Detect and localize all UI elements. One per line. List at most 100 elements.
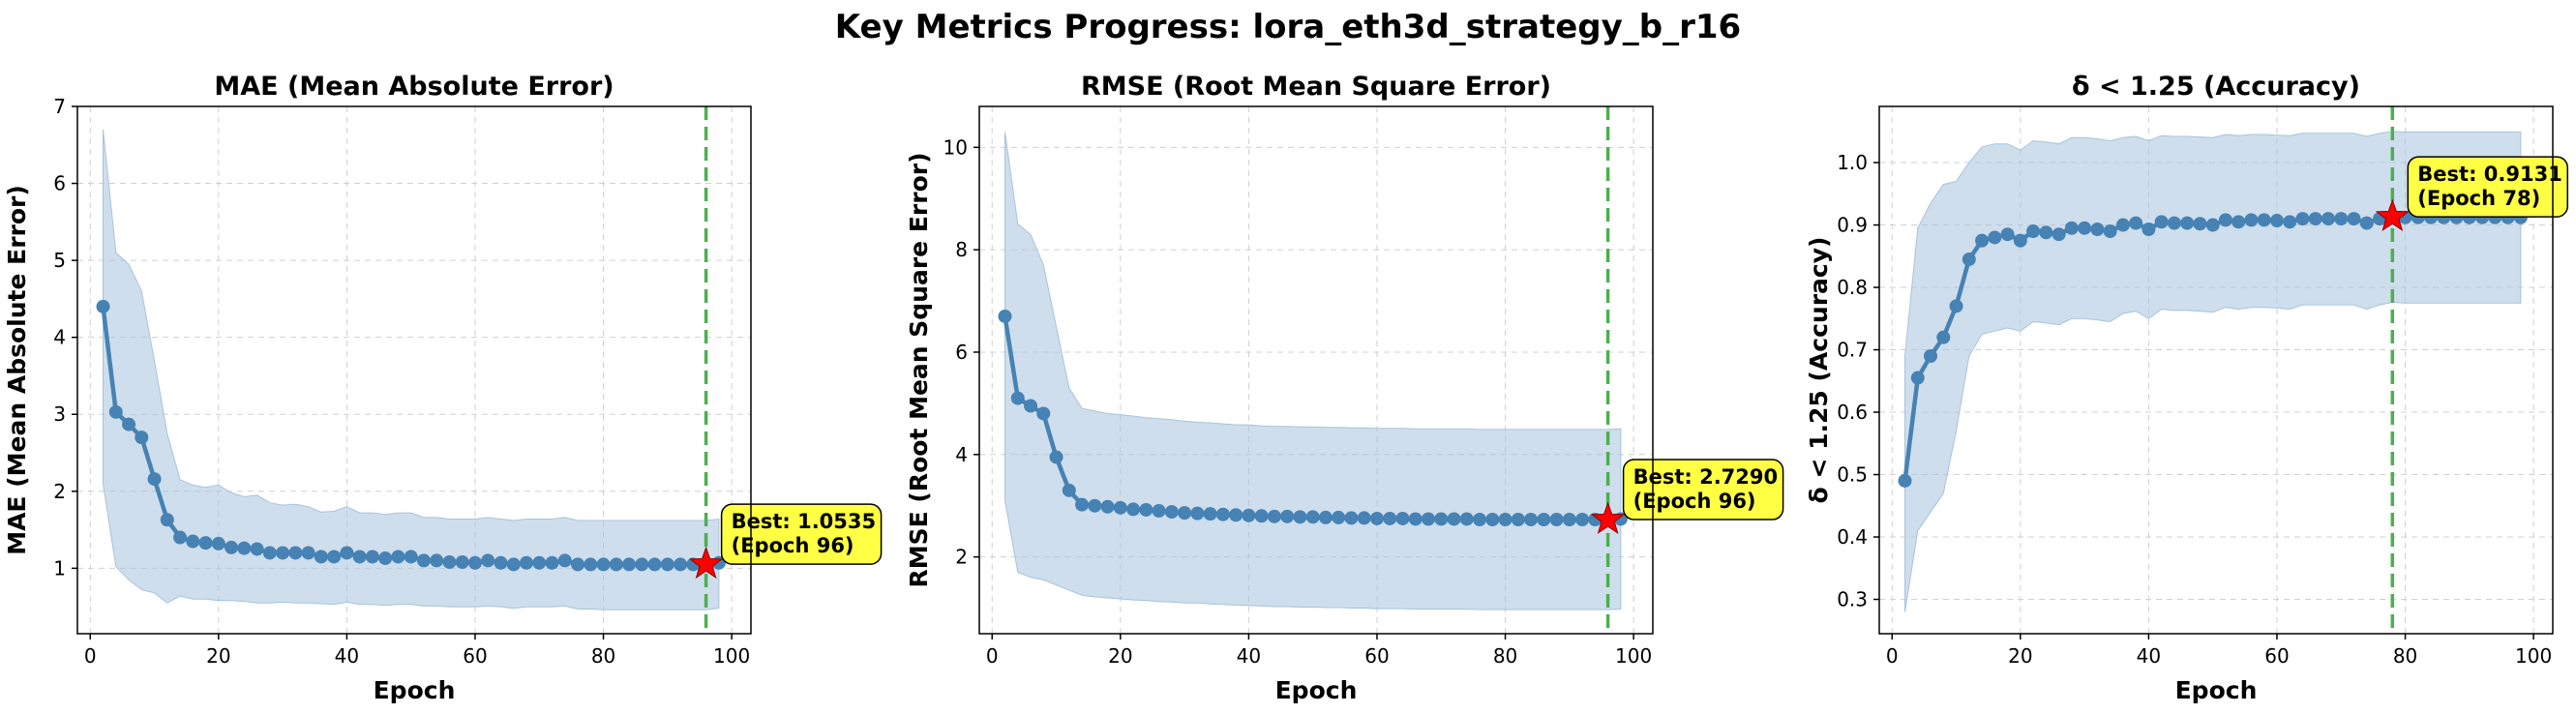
y-tick-label: 8 [955, 238, 968, 261]
data-point [609, 557, 623, 572]
data-point [1924, 348, 1938, 363]
data-point [1422, 512, 1435, 526]
data-point [1395, 511, 1410, 525]
data-point [520, 555, 533, 570]
data-point [2115, 218, 2130, 232]
data-point [545, 555, 559, 570]
data-point [2180, 216, 2195, 230]
data-point [1126, 502, 1141, 517]
data-point [1203, 507, 1217, 521]
data-point [1511, 513, 1525, 527]
data-point [1562, 513, 1576, 527]
data-point [2283, 215, 2297, 229]
x-tick-label: 40 [1237, 644, 1261, 668]
y-tick-label: 1.0 [1837, 151, 1868, 174]
data-point [1473, 513, 1487, 527]
data-point [2295, 212, 2310, 226]
y-tick-label: 4 [53, 326, 66, 349]
data-point [225, 540, 239, 554]
x-tick-label: 40 [335, 644, 359, 668]
data-point [1975, 233, 1990, 248]
y-tick-label: 0.8 [1837, 276, 1868, 299]
chart-delta-accuracy: Best: 0.9131(Epoch 78) 0 20 40 60 80 100 0.3 0.4… [1805, 72, 2569, 704]
y-tick-label: 6 [955, 341, 968, 364]
data-point [1524, 513, 1539, 527]
plot-frame [978, 105, 1654, 635]
y-axis-label: RMSE (Root Mean Square Error) [905, 152, 933, 587]
data-point [2347, 212, 2361, 226]
x-tick-label: 40 [2137, 644, 2161, 668]
data-point [1332, 510, 1346, 524]
data-point [160, 513, 174, 527]
plot-frame [76, 105, 752, 635]
data-point [2244, 213, 2259, 227]
data-point [1949, 299, 1963, 313]
data-point [122, 417, 136, 431]
data-point [1010, 391, 1025, 405]
data-point [288, 546, 303, 560]
data-point [998, 309, 1012, 323]
data-point [1267, 509, 1281, 523]
y-tick-label: 6 [53, 172, 66, 195]
data-point [1049, 450, 1063, 464]
x-tick-label: 60 [2264, 644, 2289, 668]
data-point [1447, 512, 1461, 526]
y-tick-label: 2 [53, 480, 66, 503]
data-point [2321, 212, 2335, 226]
data-point [2000, 227, 2015, 242]
data-point [2193, 217, 2207, 231]
x-tick-label: 80 [1493, 644, 1517, 668]
data-point [1113, 500, 1127, 515]
data-point [584, 557, 598, 572]
std-band [1004, 132, 1622, 610]
data-point [96, 299, 110, 313]
data-point [532, 555, 547, 570]
x-tick-label: 60 [463, 644, 487, 668]
data-point [198, 536, 213, 550]
data-point [1988, 230, 2002, 245]
y-tick-label: 0.6 [1837, 401, 1868, 424]
best-annotation-epoch: (Epoch 96) [732, 534, 854, 557]
y-tick-label: 10 [944, 135, 968, 159]
x-tick-label: 80 [591, 644, 615, 668]
y-tick-label: 2 [955, 546, 968, 569]
data-point [1383, 511, 1397, 525]
data-point [2064, 221, 2079, 235]
data-point [250, 542, 264, 556]
data-point [1152, 504, 1166, 519]
data-point [442, 555, 457, 570]
data-point [1936, 330, 1951, 344]
data-point [481, 553, 495, 568]
x-tick-label: 80 [2393, 644, 2417, 668]
data-point [2257, 213, 2271, 227]
y-axis-label: δ < 1.25 (Accuracy) [1805, 237, 1833, 504]
y-tick-label: 0.3 [1837, 588, 1868, 611]
x-tick-label: 0 [986, 644, 999, 668]
data-point [416, 553, 431, 568]
std-band [1904, 131, 2522, 612]
data-point [365, 550, 379, 564]
best-star-marker [689, 546, 724, 580]
data-point [1318, 510, 1333, 524]
x-tick-label: 60 [1364, 644, 1389, 668]
data-point [647, 557, 662, 572]
data-point [1164, 505, 1179, 520]
data-point [1537, 513, 1551, 527]
best-star-marker [1591, 501, 1626, 534]
data-point [301, 546, 315, 560]
data-point [1036, 406, 1051, 421]
data-point [2013, 233, 2027, 248]
data-point [1434, 512, 1449, 526]
data-point [2052, 227, 2066, 242]
data-point [2269, 214, 2284, 228]
data-point [1075, 497, 1090, 512]
data-point [147, 472, 162, 487]
data-point [378, 551, 393, 566]
data-point [1100, 499, 1115, 514]
data-point [1062, 483, 1076, 497]
data-point [186, 534, 200, 549]
data-point [1357, 511, 1371, 525]
data-point [352, 550, 367, 564]
data-point [2090, 223, 2105, 237]
